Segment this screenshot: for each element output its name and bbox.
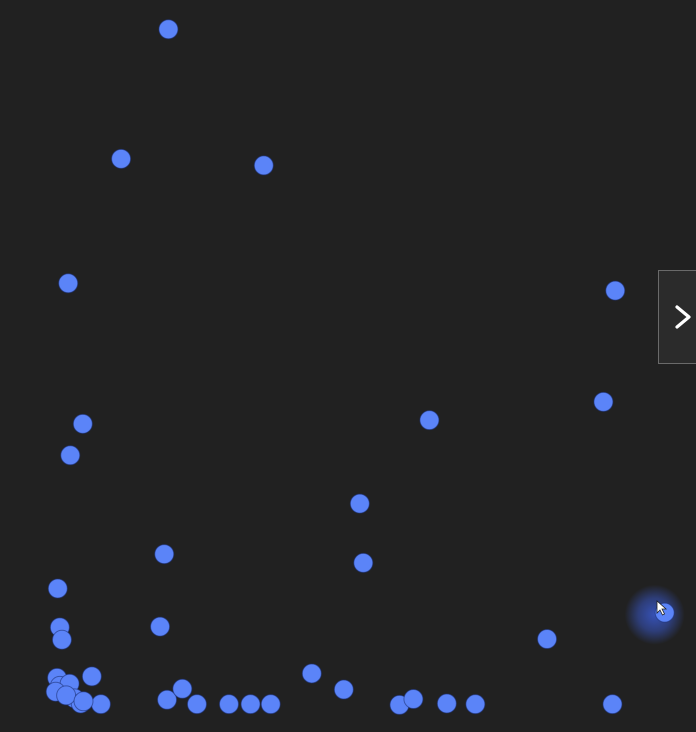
chevron-right-icon [675,305,691,329]
scatter-point[interactable] [602,694,623,715]
scatter-point[interactable] [240,694,261,715]
scatter-point[interactable] [56,685,77,706]
mouse-pointer-icon [656,600,668,616]
scatter-point[interactable] [465,694,486,715]
scatter-point[interactable] [154,544,175,565]
scatter-point[interactable] [186,694,207,715]
scatter-point[interactable] [157,689,178,710]
scatter-point[interactable] [72,413,93,434]
scatter-point[interactable] [111,148,132,169]
scatter-point[interactable] [218,694,239,715]
scatter-point[interactable] [172,678,193,699]
point-highlight-glow [624,584,685,645]
points-layer [45,19,675,715]
scatter-point[interactable] [349,493,370,514]
scatter-point[interactable] [537,629,558,650]
scatter-point[interactable] [253,155,274,176]
scatter-point[interactable] [58,273,79,294]
scatter-point[interactable] [47,578,68,599]
scatter-point[interactable] [158,19,179,40]
scatter-point[interactable] [403,689,424,710]
scatter-point[interactable] [301,663,322,684]
scatter-point[interactable] [51,629,72,650]
scatter-point[interactable] [73,691,94,712]
scatter-point[interactable] [605,280,626,301]
scatter-point[interactable] [90,694,111,715]
scatter-point[interactable] [81,666,102,687]
next-button[interactable] [658,270,696,364]
scatter-point[interactable] [260,694,281,715]
scatter-point[interactable] [353,552,374,573]
scatter-point[interactable] [419,410,440,431]
highlight-glow-layer [624,584,685,645]
scatter-point[interactable] [333,679,354,700]
scatter-point[interactable] [150,616,171,637]
scatter-point[interactable] [60,445,81,466]
scatter-point[interactable] [436,693,457,714]
scatter-point[interactable] [593,391,614,412]
